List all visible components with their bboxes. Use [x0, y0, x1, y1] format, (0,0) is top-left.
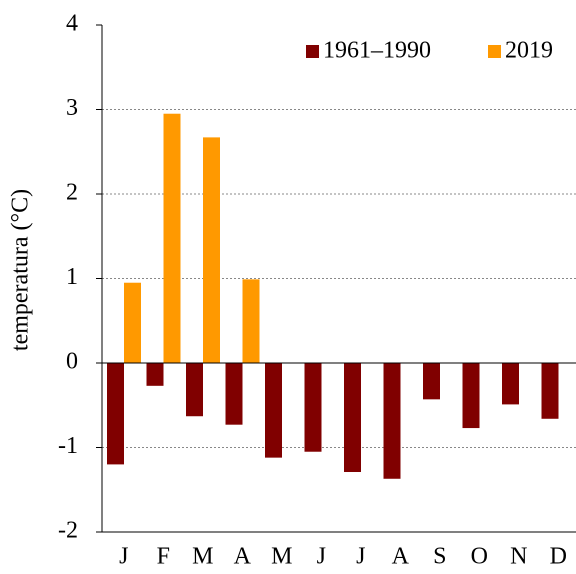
x-tick-label: A — [392, 544, 410, 570]
legend-label: 1961–1990 — [323, 38, 431, 64]
y-tick-label: 0 — [66, 349, 78, 375]
bar — [163, 113, 181, 363]
x-tick-label: O — [471, 544, 488, 570]
bar — [265, 363, 282, 458]
legend-label: 2019 — [505, 38, 553, 64]
bar — [541, 363, 559, 419]
bar — [344, 363, 361, 473]
y-tick-label: 4 — [66, 11, 78, 37]
bar — [225, 363, 243, 425]
x-tick-label: J — [317, 544, 326, 570]
legend-swatch — [306, 45, 319, 58]
x-tick-label: A — [234, 544, 252, 570]
x-tick-label: D — [550, 544, 567, 570]
x-tick-label: M — [192, 544, 213, 570]
y-tick-label: 3 — [66, 95, 78, 121]
bar — [203, 137, 220, 363]
bar — [423, 363, 440, 400]
bar — [107, 363, 124, 465]
x-tick-label: N — [510, 544, 527, 570]
x-tick-label: S — [433, 544, 446, 570]
x-tick-label: F — [157, 544, 170, 570]
legend-swatch — [488, 45, 501, 58]
y-tick-label: 1 — [66, 264, 78, 290]
bar — [242, 279, 260, 363]
bar — [186, 363, 203, 417]
bar — [124, 282, 141, 363]
y-tick-label: 2 — [66, 180, 78, 206]
bar — [383, 363, 401, 479]
y-axis-label: temperatura (°C) — [8, 189, 34, 351]
x-tick-label: M — [271, 544, 292, 570]
bar — [462, 363, 480, 429]
bar — [304, 363, 322, 452]
y-tick-label: -2 — [58, 518, 78, 544]
bar — [502, 363, 519, 405]
x-tick-label: J — [356, 544, 365, 570]
bar — [146, 363, 164, 386]
y-tick-label: -1 — [58, 433, 78, 459]
x-tick-label: J — [119, 544, 128, 570]
